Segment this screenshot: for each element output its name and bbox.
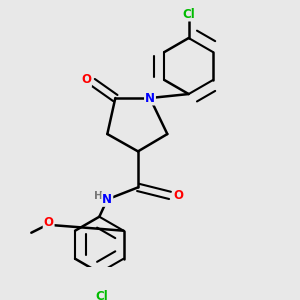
Text: O: O xyxy=(81,74,91,86)
Text: Cl: Cl xyxy=(182,8,195,20)
Text: H: H xyxy=(94,191,102,201)
Text: O: O xyxy=(44,216,54,229)
Text: N: N xyxy=(102,193,112,206)
Text: Cl: Cl xyxy=(96,290,108,300)
Text: N: N xyxy=(145,92,155,104)
Text: O: O xyxy=(173,189,183,202)
